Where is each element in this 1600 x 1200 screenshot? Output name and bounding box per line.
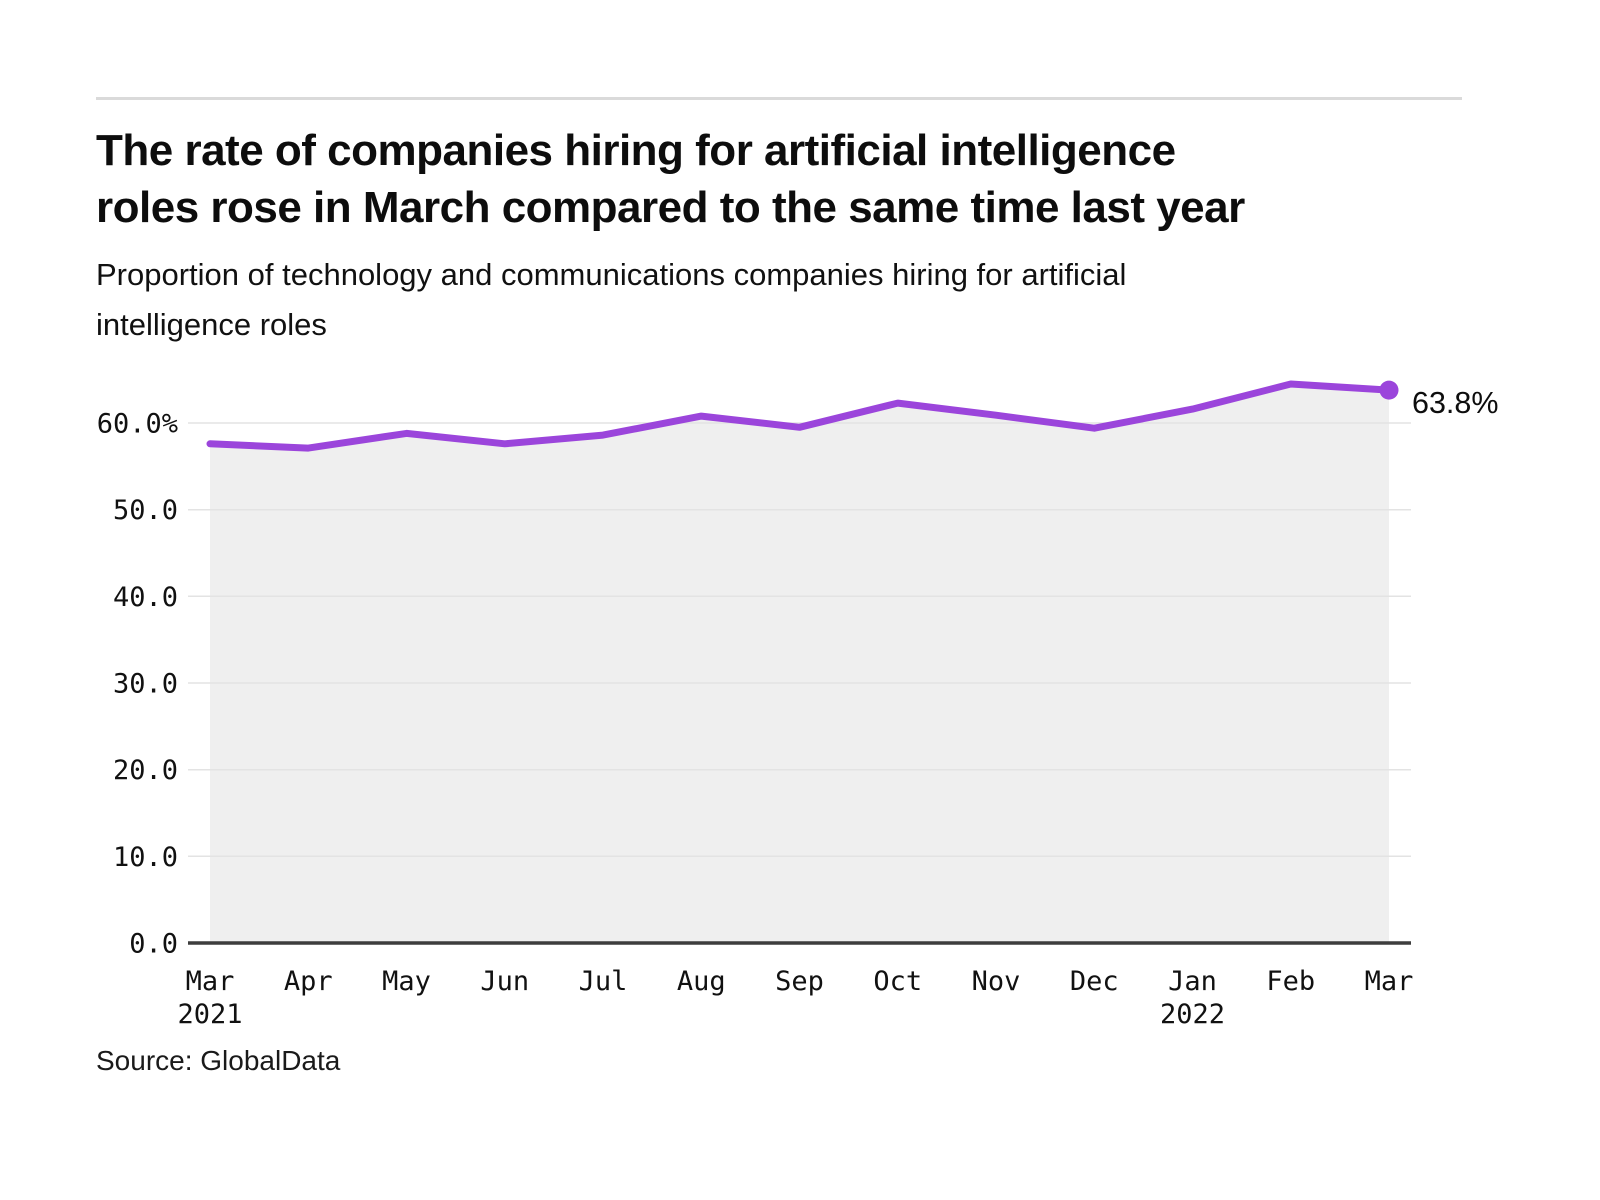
y-axis-tick-label: 30.0	[113, 669, 178, 700]
x-axis-tick-label: Mar	[186, 966, 235, 997]
x-axis-tick-label: Apr	[284, 966, 333, 997]
x-axis-tick-label: Jan	[1168, 966, 1217, 997]
x-axis-tick-label: Jun	[480, 966, 529, 997]
x-axis-tick-label: Feb	[1266, 966, 1315, 997]
page-subtitle: Proportion of technology and communicati…	[96, 250, 1126, 350]
last-point-marker	[1379, 380, 1399, 400]
subtitle-line-1: Proportion of technology and communicati…	[96, 257, 1127, 292]
top-rule	[96, 97, 1462, 100]
title-line-2: roles rose in March compared to the same…	[96, 183, 1245, 232]
series-area	[210, 384, 1389, 943]
y-axis-tick-label: 40.0	[113, 582, 178, 613]
x-axis-tick-label: Sep	[775, 966, 824, 997]
x-axis-tick-label: Oct	[873, 966, 922, 997]
page-title: The rate of companies hiring for artific…	[96, 122, 1245, 236]
title-line-1: The rate of companies hiring for artific…	[96, 126, 1176, 175]
y-axis-tick-label: 50.0	[113, 495, 178, 526]
line-chart: 0.010.020.030.040.050.060.0%63.8%Mar2021…	[97, 380, 1498, 1030]
x-axis-tick-label: Jul	[579, 966, 628, 997]
x-axis-tick-label: Aug	[677, 966, 726, 997]
y-axis-tick-label: 0.0	[129, 929, 178, 960]
series-line	[206, 380, 1393, 452]
last-value-label: 63.8%	[1412, 386, 1498, 420]
x-axis-tick-label: Mar	[1365, 966, 1414, 997]
x-axis-tick-label: Nov	[972, 966, 1021, 997]
y-axis-tick-label: 10.0	[113, 842, 178, 873]
subtitle-line-2: intelligence roles	[96, 307, 327, 342]
y-axis-tick-label: 20.0	[113, 755, 178, 786]
x-axis-year-label: 2022	[1160, 999, 1225, 1030]
source-note: Source: GlobalData	[96, 1045, 341, 1076]
x-axis-year-label: 2021	[177, 999, 242, 1030]
x-axis-tick-label: Dec	[1070, 966, 1119, 997]
x-axis-tick-label: May	[382, 966, 431, 997]
y-axis-tick-label: 60.0%	[97, 409, 178, 440]
